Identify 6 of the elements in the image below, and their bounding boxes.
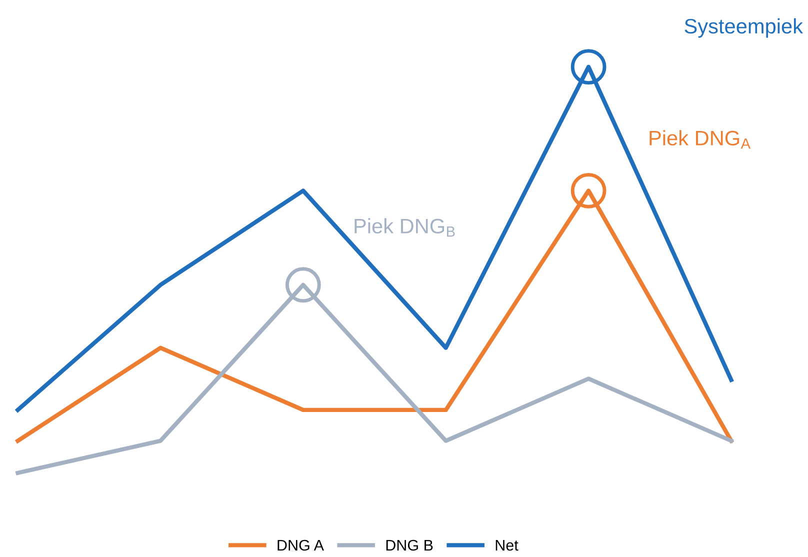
legend-label: DNG B [386, 540, 433, 551]
annotation: Piek DNG$_{A}$ [650, 130, 750, 149]
text: Systeempiek [684, 18, 804, 38]
legend-label: DNG A [278, 540, 324, 551]
annotation: Piek DNG$_{B}$ [354, 218, 455, 237]
legend-label: Net [496, 540, 518, 551]
